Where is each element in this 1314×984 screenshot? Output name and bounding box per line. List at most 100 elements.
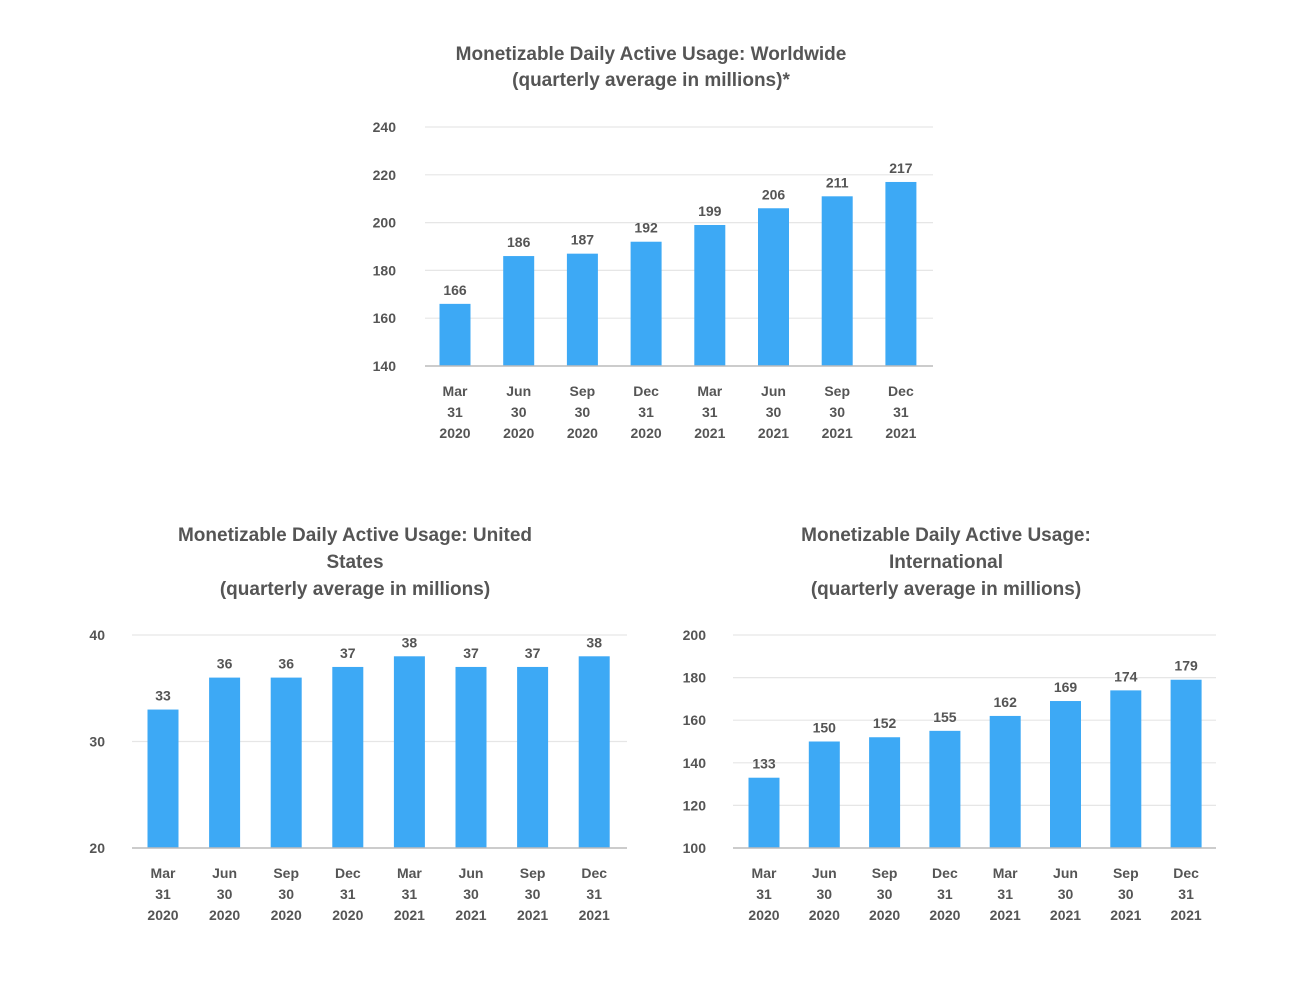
data-label: 169 — [1054, 679, 1078, 695]
x-tick-label: 30 — [877, 886, 893, 902]
chart-title: (quarterly average in millions) — [220, 579, 490, 600]
x-tick-label: 31 — [340, 886, 356, 902]
x-tick-label: 31 — [702, 404, 718, 420]
x-tick-label: 2021 — [455, 907, 486, 923]
x-tick-label: Mar — [993, 865, 1018, 881]
x-tick-label: Mar — [443, 383, 468, 399]
x-tick-label: 31 — [155, 886, 171, 902]
bar — [989, 715, 1021, 848]
x-tick-label: 30 — [1058, 886, 1074, 902]
x-tick-label: Mar — [397, 865, 422, 881]
bar — [455, 666, 487, 848]
y-tick-label: 120 — [683, 797, 707, 813]
x-tick-label: 31 — [447, 404, 463, 420]
x-tick-label: 2020 — [567, 425, 598, 441]
y-tick-label: 180 — [683, 670, 707, 686]
chart-title: (quarterly average in millions) — [811, 579, 1081, 600]
data-label: 33 — [155, 688, 171, 704]
chart-title: International — [889, 552, 1003, 573]
x-tick-label: 2020 — [631, 425, 662, 441]
data-label: 155 — [933, 709, 957, 725]
data-label: 174 — [1114, 668, 1138, 684]
x-tick-label: 2020 — [271, 907, 302, 923]
bar — [1110, 690, 1142, 848]
x-tick-label: 2020 — [869, 907, 900, 923]
x-tick-label: 31 — [638, 404, 654, 420]
bar — [147, 709, 179, 848]
x-tick-label: 2020 — [503, 425, 534, 441]
x-tick-label: Sep — [570, 383, 596, 399]
x-tick-label: 2020 — [439, 425, 470, 441]
x-tick-label: Sep — [1113, 865, 1139, 881]
y-tick-label: 30 — [89, 734, 105, 750]
x-tick-label: 30 — [575, 404, 591, 420]
data-label: 179 — [1174, 658, 1198, 674]
data-label: 192 — [634, 220, 658, 236]
data-label: 150 — [813, 720, 837, 736]
x-tick-label: Dec — [581, 865, 607, 881]
x-tick-label: Sep — [824, 383, 850, 399]
y-tick-label: 100 — [683, 840, 707, 856]
bar — [929, 730, 961, 848]
x-tick-label: 2021 — [990, 907, 1021, 923]
chart-title: (quarterly average in millions)* — [512, 70, 790, 91]
x-tick-label: Jun — [459, 865, 484, 881]
x-tick-label: 2021 — [579, 907, 610, 923]
bar — [821, 196, 853, 366]
bar — [517, 666, 549, 848]
x-tick-label: Jun — [1053, 865, 1078, 881]
data-label: 37 — [525, 645, 541, 661]
bar — [885, 181, 917, 366]
x-tick-label: Jun — [506, 383, 531, 399]
bar — [1170, 679, 1202, 848]
x-tick-label: 2020 — [209, 907, 240, 923]
x-tick-label: 31 — [586, 886, 602, 902]
data-label: 199 — [698, 203, 722, 219]
data-label: 211 — [826, 174, 849, 190]
y-tick-label: 160 — [373, 310, 397, 326]
data-label: 186 — [507, 234, 531, 250]
x-tick-label: Sep — [273, 865, 299, 881]
x-tick-label: 30 — [463, 886, 479, 902]
x-tick-label: 30 — [511, 404, 527, 420]
y-tick-label: 220 — [373, 167, 397, 183]
data-label: 36 — [217, 656, 233, 672]
x-tick-label: Mar — [151, 865, 176, 881]
x-tick-label: Mar — [697, 383, 722, 399]
x-tick-label: 2021 — [1110, 907, 1141, 923]
chart-2: Monetizable Daily Active Usage: United St… — [89, 525, 627, 923]
bar — [566, 253, 598, 366]
y-tick-label: 160 — [683, 712, 707, 728]
chart-title: Monetizable Daily Active Usage: Worldwid… — [456, 44, 847, 65]
bar — [209, 677, 241, 848]
x-tick-label: 2021 — [758, 425, 789, 441]
data-label: 162 — [994, 694, 1018, 710]
x-tick-label: 2021 — [694, 425, 725, 441]
y-tick-label: 180 — [373, 262, 397, 278]
bar — [694, 224, 726, 366]
bar — [1050, 701, 1081, 848]
x-tick-label: 30 — [817, 886, 833, 902]
x-tick-label: Dec — [932, 865, 958, 881]
data-label: 133 — [752, 756, 776, 772]
x-tick-label: 2021 — [1171, 907, 1202, 923]
x-tick-label: 31 — [402, 886, 418, 902]
data-label: 217 — [889, 160, 913, 176]
data-label: 166 — [443, 282, 467, 298]
x-tick-label: Dec — [888, 383, 914, 399]
y-tick-label: 140 — [683, 755, 707, 771]
chart-1: Monetizable Daily Active Usage: Worldwid… — [373, 44, 933, 441]
chart-3: Monetizable Daily Active Usage: Internati… — [683, 525, 1216, 923]
y-tick-label: 240 — [373, 119, 397, 135]
y-tick-label: 200 — [373, 215, 397, 231]
bar — [393, 656, 425, 848]
x-tick-label: Dec — [633, 383, 659, 399]
x-tick-label: 2021 — [394, 907, 425, 923]
bar — [758, 208, 789, 366]
x-tick-label: 2021 — [517, 907, 548, 923]
x-tick-label: 2020 — [147, 907, 178, 923]
chart-title: Monetizable Daily Active Usage: — [801, 525, 1091, 546]
y-tick-label: 20 — [89, 840, 105, 856]
x-tick-label: 2020 — [929, 907, 960, 923]
